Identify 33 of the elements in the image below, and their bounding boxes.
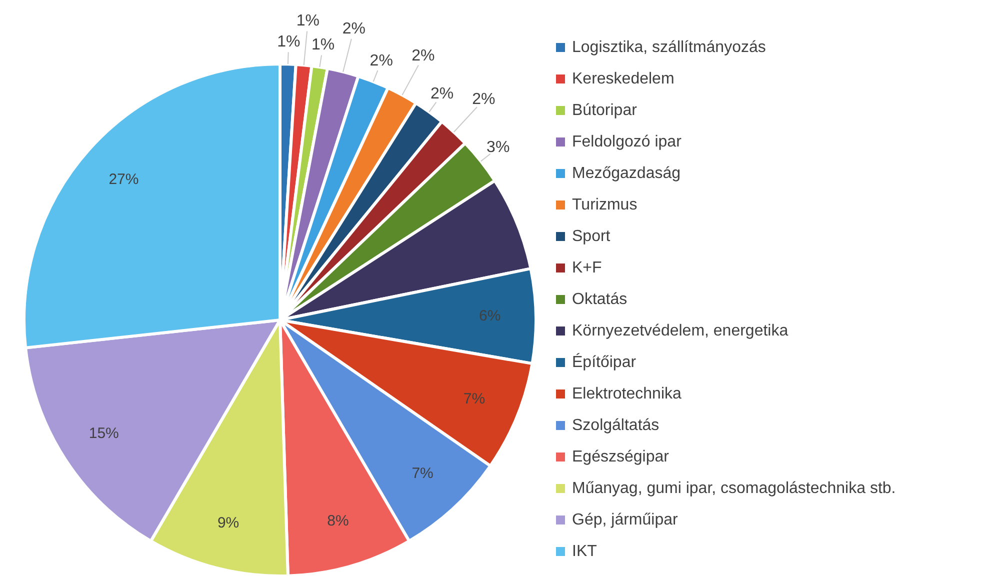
data-label: 9% xyxy=(217,514,240,532)
legend-label: Környezetvédelem, energetika xyxy=(572,322,788,340)
data-label: 1% xyxy=(277,33,300,50)
legend-label: Bútoripar xyxy=(572,102,638,120)
legend-label: Egészségipar xyxy=(572,448,670,466)
data-label: 2% xyxy=(472,91,496,108)
data-label: 1% xyxy=(312,36,335,54)
legend-label: K+F xyxy=(572,260,602,277)
data-label: 2% xyxy=(430,85,454,102)
data-label: 7% xyxy=(412,465,434,482)
legend-label: Mezőgazdaság xyxy=(572,165,681,182)
legend-label: Gép, járműipar xyxy=(572,512,678,529)
data-label: 8% xyxy=(327,512,349,530)
legend-label: Oktatás xyxy=(572,291,628,308)
data-label: 15% xyxy=(88,425,119,442)
data-label: 6% xyxy=(479,308,501,325)
legend-label: Kereskedelem xyxy=(572,70,674,88)
legend-label: Turizmus xyxy=(572,196,638,214)
legend-label: Logisztika, szállítmányozás xyxy=(572,39,766,56)
legend-label: Műanyag, gumi ipar, csomagolástechnika stb. xyxy=(572,480,896,498)
legend-label: Építőipar xyxy=(572,353,637,372)
legend-label: Elektrotechnika xyxy=(572,386,682,403)
legend-label: IKT xyxy=(572,543,598,560)
legend-label: Sport xyxy=(572,228,611,246)
data-label: 7% xyxy=(463,390,486,408)
data-label: 2% xyxy=(412,48,435,65)
data-label: 2% xyxy=(370,52,393,70)
data-label: 1% xyxy=(296,12,320,30)
data-label: 3% xyxy=(486,138,510,156)
legend-label: Szolgáltatás xyxy=(572,417,660,434)
data-label: 2% xyxy=(342,20,366,38)
data-label: 27% xyxy=(108,170,139,188)
legend-label: Feldolgozó ipar xyxy=(572,134,682,151)
